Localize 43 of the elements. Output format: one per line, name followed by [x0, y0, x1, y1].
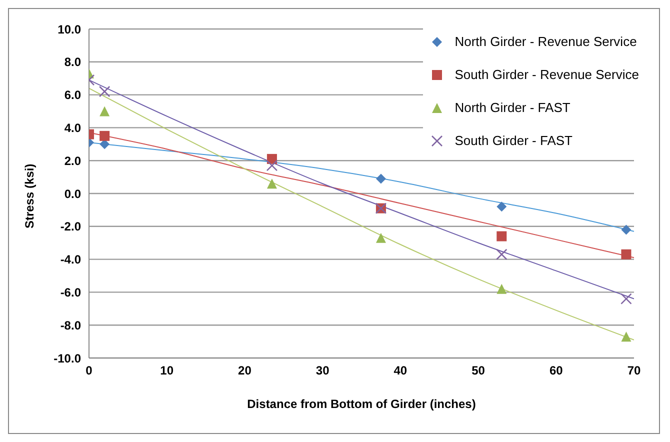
y-tick-label: 8.0: [64, 55, 82, 70]
y-tick-label: -2.0: [60, 220, 82, 234]
legend-label: North Girder - Revenue Service: [454, 34, 637, 49]
point: [620, 293, 632, 304]
point: [100, 130, 110, 141]
x-tick-label: 70: [627, 364, 641, 378]
legend-label: North Girder - FAST: [454, 100, 570, 115]
x-tick-label: 0: [86, 364, 93, 378]
point: [376, 174, 386, 184]
y-axis-title: Stress (ksi): [22, 164, 36, 228]
x-tick-label: 20: [238, 364, 252, 378]
point: [621, 249, 632, 260]
legend-label: South Girder - Revenue Service: [454, 67, 639, 82]
y-tick-label: 10.0: [58, 22, 82, 36]
x-tick-label: 30: [316, 364, 330, 378]
point: [621, 224, 632, 235]
x-tick-label: 40: [394, 364, 408, 378]
point: [376, 232, 386, 243]
x-tick-label: 10: [160, 364, 174, 378]
point: [100, 139, 110, 150]
y-tick-label: 4.0: [64, 120, 82, 135]
point: [266, 160, 278, 172]
y-tick-label: -10.0: [54, 351, 82, 366]
x-tick-label: 50: [472, 364, 486, 378]
point: [98, 86, 110, 98]
point: [496, 248, 508, 260]
y-tick-label: -8.0: [60, 318, 82, 332]
point: [100, 106, 110, 116]
point: [621, 332, 632, 342]
y-tick-label: -6.0: [60, 285, 82, 300]
point: [496, 202, 507, 212]
y-tick-label: 6.0: [64, 88, 82, 102]
x-tick-label: 60: [549, 364, 564, 378]
point: [496, 284, 507, 294]
point: [266, 178, 277, 189]
x-axis-title: Distance from Bottom of Girder (inches): [247, 397, 476, 411]
line-series: [89, 88, 634, 340]
y-tick-label: 0.0: [64, 186, 82, 201]
point: [496, 231, 507, 242]
y-tick-label: -4.0: [60, 252, 82, 267]
legend-label: South Girder - FAST: [454, 133, 572, 148]
y-tick-label: 2.0: [64, 154, 82, 168]
line-series: [89, 79, 634, 300]
